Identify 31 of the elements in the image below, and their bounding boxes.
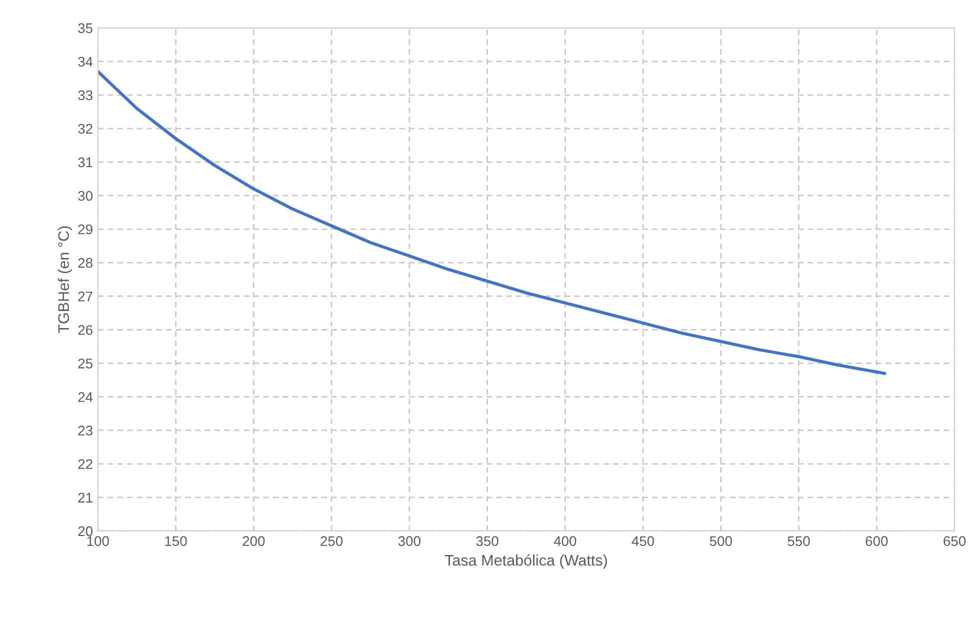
x-tick-label: 600 bbox=[866, 536, 888, 546]
y-tick-label: 30 bbox=[78, 190, 92, 201]
x-tick-label: 100 bbox=[87, 536, 109, 546]
x-tick-label: 400 bbox=[554, 536, 576, 546]
x-tick-label: 350 bbox=[476, 536, 498, 546]
line-series bbox=[98, 70, 886, 375]
y-axis-title: TGBHef (en °C) bbox=[58, 226, 72, 334]
x-tick-label: 250 bbox=[320, 536, 343, 546]
x-tick-label: 500 bbox=[710, 536, 732, 546]
y-tick-label: 31 bbox=[78, 157, 92, 168]
y-tick-label: 20 bbox=[78, 526, 92, 536]
y-tick-label: 23 bbox=[78, 426, 92, 436]
x-tick-label: 200 bbox=[242, 536, 265, 546]
y-tick-label: 28 bbox=[78, 258, 92, 268]
y-tick-label: 33 bbox=[78, 90, 92, 100]
y-tick-label: 26 bbox=[78, 325, 92, 335]
y-tick-label: 27 bbox=[78, 292, 92, 302]
x-tick-label: 450 bbox=[632, 536, 654, 546]
x-tick-label: 300 bbox=[398, 536, 420, 546]
y-tick-label: 29 bbox=[78, 224, 92, 234]
y-tick-label: 24 bbox=[78, 392, 93, 402]
x-tick-label: 550 bbox=[788, 536, 810, 546]
y-tick-label: 34 bbox=[78, 56, 93, 67]
y-tick-label: 32 bbox=[78, 124, 92, 134]
x-tick-label: 150 bbox=[165, 536, 187, 546]
y-tick-label: 35 bbox=[78, 23, 92, 34]
x-axis-title: Tasa Metabólica (Watts) bbox=[444, 554, 607, 569]
y-tick-label: 25 bbox=[78, 358, 92, 368]
y-tick-label: 22 bbox=[78, 459, 92, 469]
y-tick-label: 21 bbox=[78, 492, 92, 502]
x-tick-label: 650 bbox=[944, 536, 966, 546]
